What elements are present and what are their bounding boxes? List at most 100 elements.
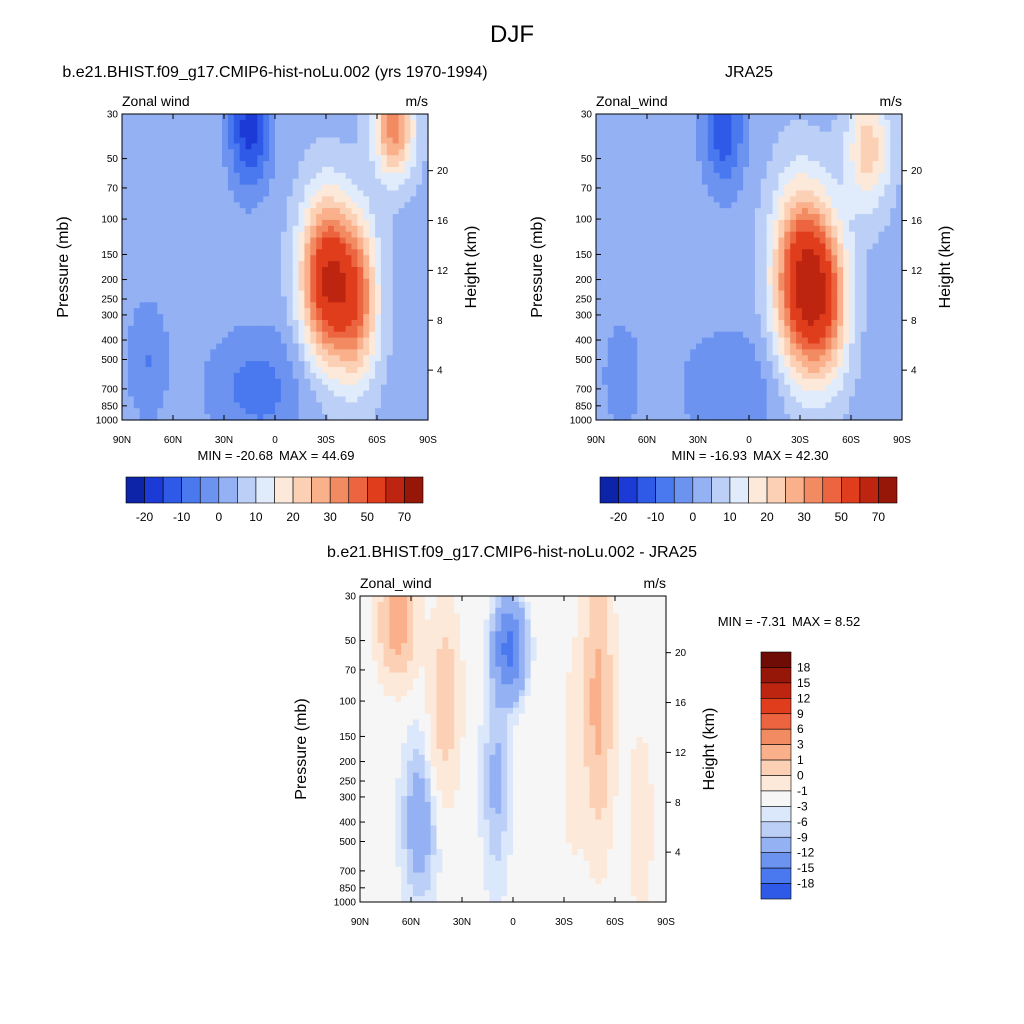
field-cell — [648, 325, 656, 333]
field-cell — [204, 161, 211, 168]
field-cell — [386, 314, 394, 321]
field-cell — [884, 166, 891, 174]
field-cell — [884, 243, 891, 250]
field-cell — [878, 137, 885, 145]
field-cell — [854, 296, 862, 303]
field-cell — [422, 202, 429, 209]
field-cell — [198, 166, 205, 174]
field-cell — [363, 308, 370, 315]
field-cell — [631, 237, 638, 245]
field-cell — [831, 314, 838, 321]
field-cell — [416, 343, 423, 350]
field-cell — [416, 284, 423, 292]
field-cell — [849, 243, 856, 250]
field-cell — [684, 202, 691, 209]
field-cell — [637, 119, 644, 127]
field-cell — [837, 131, 844, 139]
field-cell — [198, 155, 205, 162]
field-cell — [672, 319, 679, 327]
field-cell — [819, 314, 827, 321]
field-cell — [416, 296, 423, 303]
field-cell — [749, 243, 756, 250]
field-cell — [654, 137, 662, 145]
field-cell — [363, 155, 370, 162]
field-cell — [186, 231, 194, 239]
field-cell — [410, 414, 417, 421]
field-cell — [198, 331, 205, 339]
field-cell — [643, 308, 650, 315]
field-cell — [327, 402, 335, 409]
field-cell — [145, 125, 153, 133]
field-cell — [257, 361, 264, 368]
field-cell — [607, 172, 615, 180]
field-cell — [766, 119, 774, 127]
field-cell — [133, 261, 141, 268]
field-cell — [678, 355, 685, 362]
field-cell — [410, 225, 417, 233]
field-cell — [157, 202, 164, 209]
field-cell — [216, 243, 223, 250]
field-cell — [233, 249, 241, 256]
field-cell — [607, 231, 615, 239]
field-cell — [280, 343, 288, 350]
field-cell — [684, 355, 691, 362]
field-cell — [749, 337, 756, 345]
field-cell — [813, 319, 821, 327]
field-cell — [631, 225, 638, 233]
field-cell — [701, 184, 709, 192]
field-cell — [766, 284, 774, 292]
field-cell — [186, 337, 194, 345]
field-cell — [707, 237, 715, 245]
field-cell — [251, 166, 258, 174]
field-cell — [251, 190, 258, 197]
field-cell — [357, 302, 364, 309]
field-cell — [157, 384, 164, 392]
field-cell — [613, 278, 621, 286]
field-cell — [280, 119, 288, 127]
field-cell — [784, 237, 791, 245]
field-cell — [719, 249, 727, 256]
field-cell — [831, 190, 838, 197]
field-cell — [151, 178, 158, 186]
right-y-tick-label: 20 — [437, 166, 449, 177]
field-cell — [322, 390, 329, 398]
field-cell — [298, 237, 306, 245]
field-cell — [375, 155, 382, 162]
field-cell — [174, 172, 182, 180]
field-cell — [825, 202, 832, 209]
field-cell — [707, 337, 715, 345]
field-cell — [251, 114, 258, 121]
field-cell — [778, 190, 785, 197]
field-cell — [204, 231, 211, 239]
field-cell — [713, 190, 721, 197]
field-cell — [643, 208, 650, 215]
field-cell — [227, 243, 235, 250]
field-cell — [749, 196, 756, 203]
x-tick-label: 90S — [419, 435, 437, 446]
field-cell — [404, 208, 411, 215]
field-cell — [269, 125, 276, 133]
field-cell — [713, 214, 721, 221]
field-cell — [854, 249, 862, 256]
field-cell — [204, 155, 211, 162]
field-cell — [192, 114, 200, 121]
field-cell — [333, 149, 341, 156]
field-cell — [127, 137, 135, 145]
field-cell — [878, 278, 885, 286]
field-cell — [807, 131, 815, 139]
field-cell — [204, 343, 211, 350]
field-cell — [790, 325, 797, 333]
field-cell — [380, 161, 388, 168]
field-cell — [139, 261, 147, 268]
field-cell — [854, 178, 862, 186]
field-cell — [369, 284, 376, 292]
field-cell — [251, 343, 258, 350]
field-cell — [896, 343, 903, 350]
field-cell — [678, 161, 685, 168]
field-cell — [854, 278, 862, 286]
field-cell — [327, 219, 335, 227]
field-cell — [375, 243, 382, 250]
field-cell — [227, 249, 235, 256]
field-cell — [607, 272, 615, 280]
field-cell — [813, 349, 821, 356]
